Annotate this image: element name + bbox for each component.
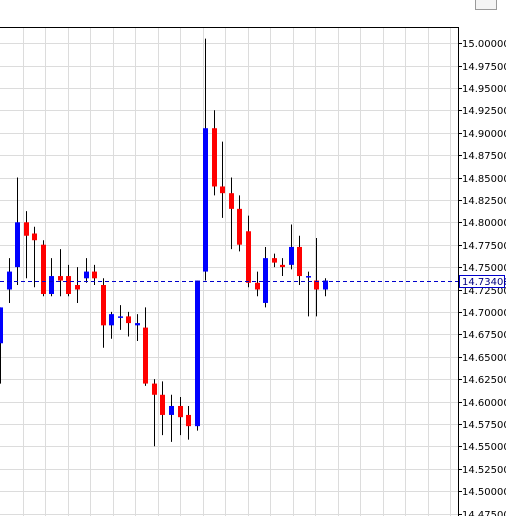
candle-body-up: [84, 271, 89, 279]
candle-body-up: [109, 314, 114, 326]
candle-body-down: [152, 383, 157, 395]
candle-body-down: [178, 405, 183, 418]
y-tick-label: 14.82500: [462, 196, 506, 207]
y-tick-label: 14.70000: [462, 308, 506, 319]
candle-body-down: [314, 280, 319, 290]
y-tick-label: 14.75000: [462, 263, 506, 274]
candle-body-down: [101, 285, 106, 326]
candle-body-up: [49, 276, 54, 294]
y-tick-label: 14.95000: [462, 84, 506, 95]
candle-body-down: [24, 222, 29, 236]
y-tick-label: 14.97500: [462, 62, 506, 73]
y-tick-label: 14.72500: [462, 286, 506, 297]
candle-body-down: [297, 246, 302, 277]
candle-body-up: [15, 222, 20, 268]
candle-body-down: [92, 271, 97, 279]
candle-body-up: [135, 323, 140, 326]
candle-body-down: [126, 316, 131, 324]
y-tick-label: 14.55000: [462, 442, 506, 453]
y-tick-label: 14.85000: [462, 174, 506, 185]
y-tick-label: 15.00000: [462, 39, 506, 50]
candle-body-down: [272, 258, 277, 263]
price-axis: 15.00000 14.97500 14.95000 14.92500 14.90000…: [458, 39, 506, 520]
y-tick-label: 14.62500: [462, 375, 506, 386]
candle-body-down: [186, 414, 191, 427]
candle-body-down: [32, 233, 37, 241]
y-tick-label: 14.52500: [462, 465, 506, 476]
window-corner-button[interactable]: [475, 0, 497, 10]
candle-body-down: [255, 282, 260, 290]
y-tick-label: 14.50000: [462, 487, 506, 498]
y-tick-label: 14.65000: [462, 353, 506, 364]
candles: [0, 38, 328, 447]
candle-body-down: [58, 276, 63, 281]
candle-body-down: [212, 128, 217, 187]
candle-body-up: [0, 307, 3, 344]
candle-body-down: [160, 394, 165, 415]
candle-body-down: [143, 327, 148, 384]
candle-body-up: [169, 405, 174, 415]
candle-body-down: [41, 244, 46, 294]
candle-body-up: [118, 316, 123, 318]
candle-body-up: [306, 276, 311, 278]
candle-body-down: [237, 208, 242, 245]
candle-body-down: [280, 264, 285, 268]
candle-body-up: [289, 246, 294, 265]
y-tick-label: 14.57500: [462, 420, 506, 431]
candle-body-down: [229, 193, 234, 209]
current-price-label: 14.73400: [462, 277, 506, 288]
candle-body-up: [203, 128, 208, 272]
y-tick-label: 14.80000: [462, 218, 506, 229]
candle-body-up: [323, 280, 328, 290]
y-tick-label: 14.47500: [462, 510, 506, 516]
candle-body-up: [263, 258, 268, 303]
chart-frame: [0, 27, 459, 516]
y-tick-label: 14.90000: [462, 129, 506, 140]
y-tick-label: 14.67500: [462, 330, 506, 341]
current-price-tag: [459, 275, 505, 288]
candle-body-down: [246, 231, 251, 283]
y-tick-label: 14.92500: [462, 106, 506, 117]
candle-body-down: [66, 276, 71, 294]
candle-body-up: [7, 271, 12, 290]
y-tick-label: 14.77500: [462, 241, 506, 252]
y-tick-label: 14.60000: [462, 398, 506, 409]
y-tick-label: 14.87500: [462, 151, 506, 162]
candle-body-up: [195, 280, 200, 427]
candle-body-down: [220, 186, 225, 194]
candle-body-down: [75, 285, 80, 290]
